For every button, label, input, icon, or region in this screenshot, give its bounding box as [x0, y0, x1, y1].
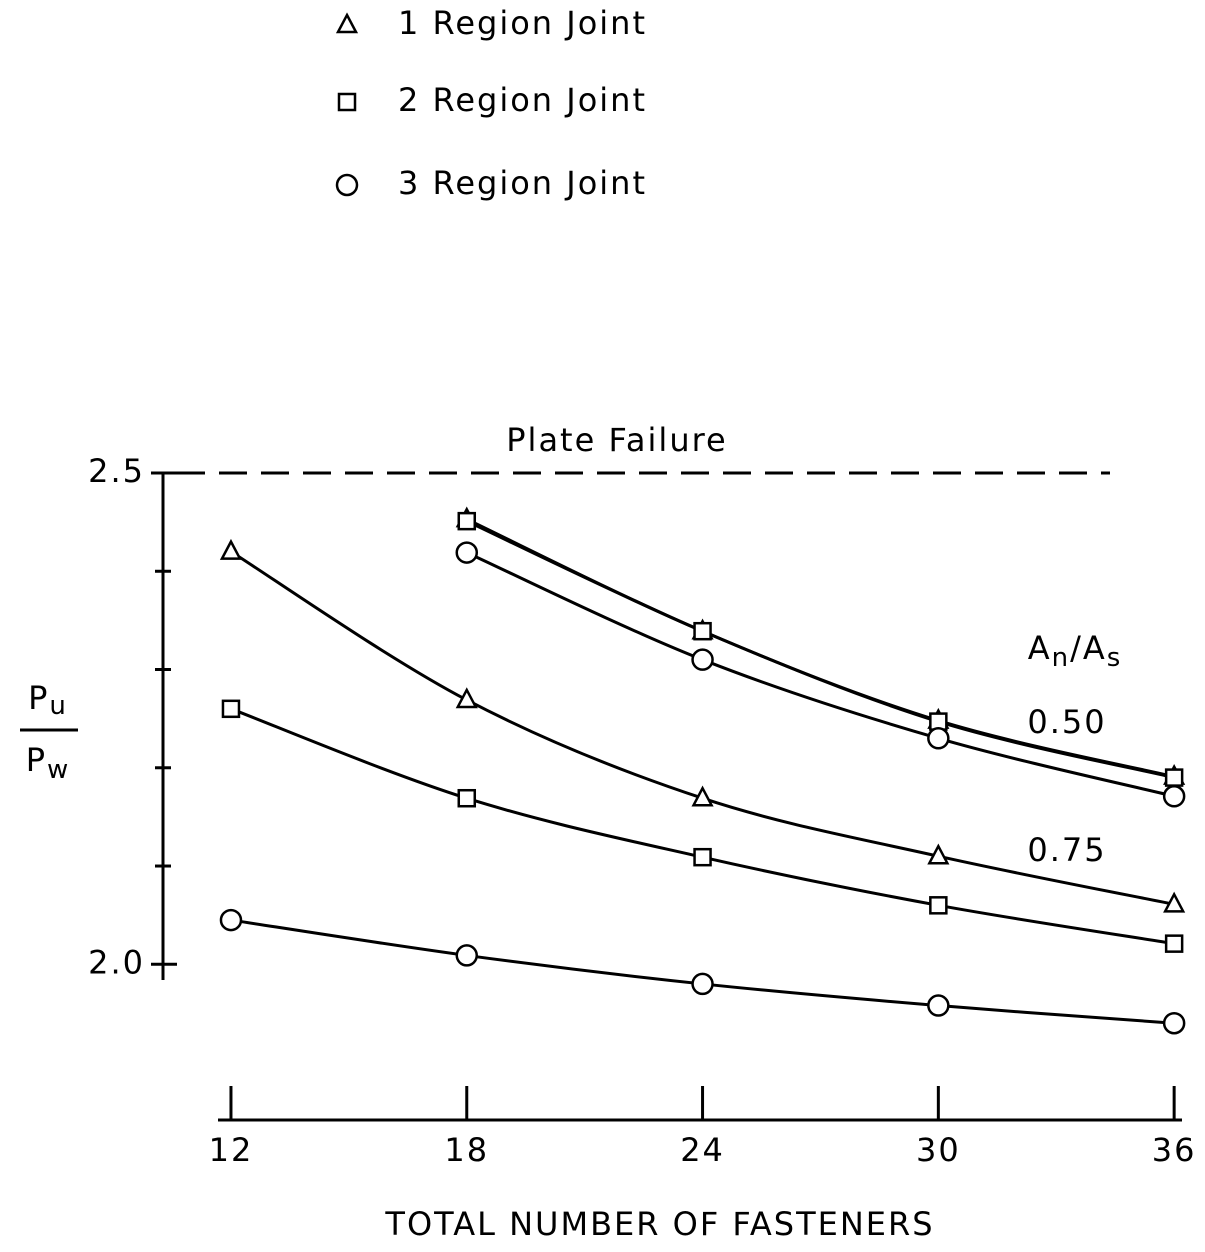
legend-marker	[337, 92, 357, 112]
data-point	[455, 541, 479, 564]
y-label-part: w	[47, 755, 70, 785]
series-line	[466, 519, 1175, 780]
data-point	[457, 511, 477, 531]
data-point	[1164, 934, 1184, 953]
data-point	[693, 621, 712, 641]
ratio-part: s	[1107, 643, 1123, 673]
series-line	[466, 551, 1175, 798]
data-point	[691, 648, 714, 671]
legend-marker	[335, 12, 359, 34]
ratio-part: n	[1052, 643, 1070, 673]
ratio-header: An/As	[1028, 629, 1123, 673]
data-point	[691, 785, 714, 807]
group-label: 0.75	[1027, 831, 1106, 869]
y-label-part: P	[26, 741, 47, 779]
data-point	[1162, 785, 1186, 808]
data-point	[455, 687, 478, 709]
ratio-part: /	[1070, 629, 1083, 667]
data-point	[691, 972, 714, 996]
data-point	[219, 538, 243, 560]
x-tick-label: 30	[916, 1131, 961, 1169]
series-line	[230, 918, 1175, 1025]
data-point	[455, 944, 479, 967]
x-axis-title: TOTAL NUMBER OF FASTENERS	[384, 1205, 934, 1243]
y-tick-label: 2.0	[88, 943, 145, 981]
legend-label: 1 Region Joint	[398, 4, 647, 42]
data-point	[693, 847, 712, 867]
x-tick-label: 12	[209, 1131, 254, 1169]
x-tick-label: 18	[444, 1131, 489, 1169]
data-point	[929, 896, 948, 915]
data-point	[927, 843, 950, 865]
reference-label: Plate Failure	[506, 421, 727, 459]
y-label-part: u	[49, 691, 67, 721]
data-point	[1164, 768, 1184, 787]
data-point	[219, 908, 243, 932]
data-point	[1163, 891, 1186, 913]
ratio-part: A	[1028, 629, 1052, 667]
data-point	[1162, 1011, 1186, 1035]
legend-marker	[335, 173, 359, 197]
x-tick-label: 36	[1152, 1131, 1197, 1169]
legend-label: 2 Region Joint	[398, 81, 647, 119]
y-tick-label: 2.5	[88, 452, 145, 490]
y-axis-numerator: Pu	[28, 679, 68, 721]
y-axis-denominator: Pw	[26, 741, 71, 785]
y-label-part: P	[28, 679, 49, 717]
legend-label: 3 Region Joint	[398, 164, 647, 202]
data-point	[927, 994, 950, 1017]
group-label: 0.50	[1027, 703, 1106, 741]
x-tick-label: 24	[680, 1131, 725, 1169]
ratio-part: A	[1083, 629, 1107, 667]
data-point	[221, 699, 241, 719]
data-point	[927, 727, 950, 750]
data-point	[457, 788, 477, 808]
